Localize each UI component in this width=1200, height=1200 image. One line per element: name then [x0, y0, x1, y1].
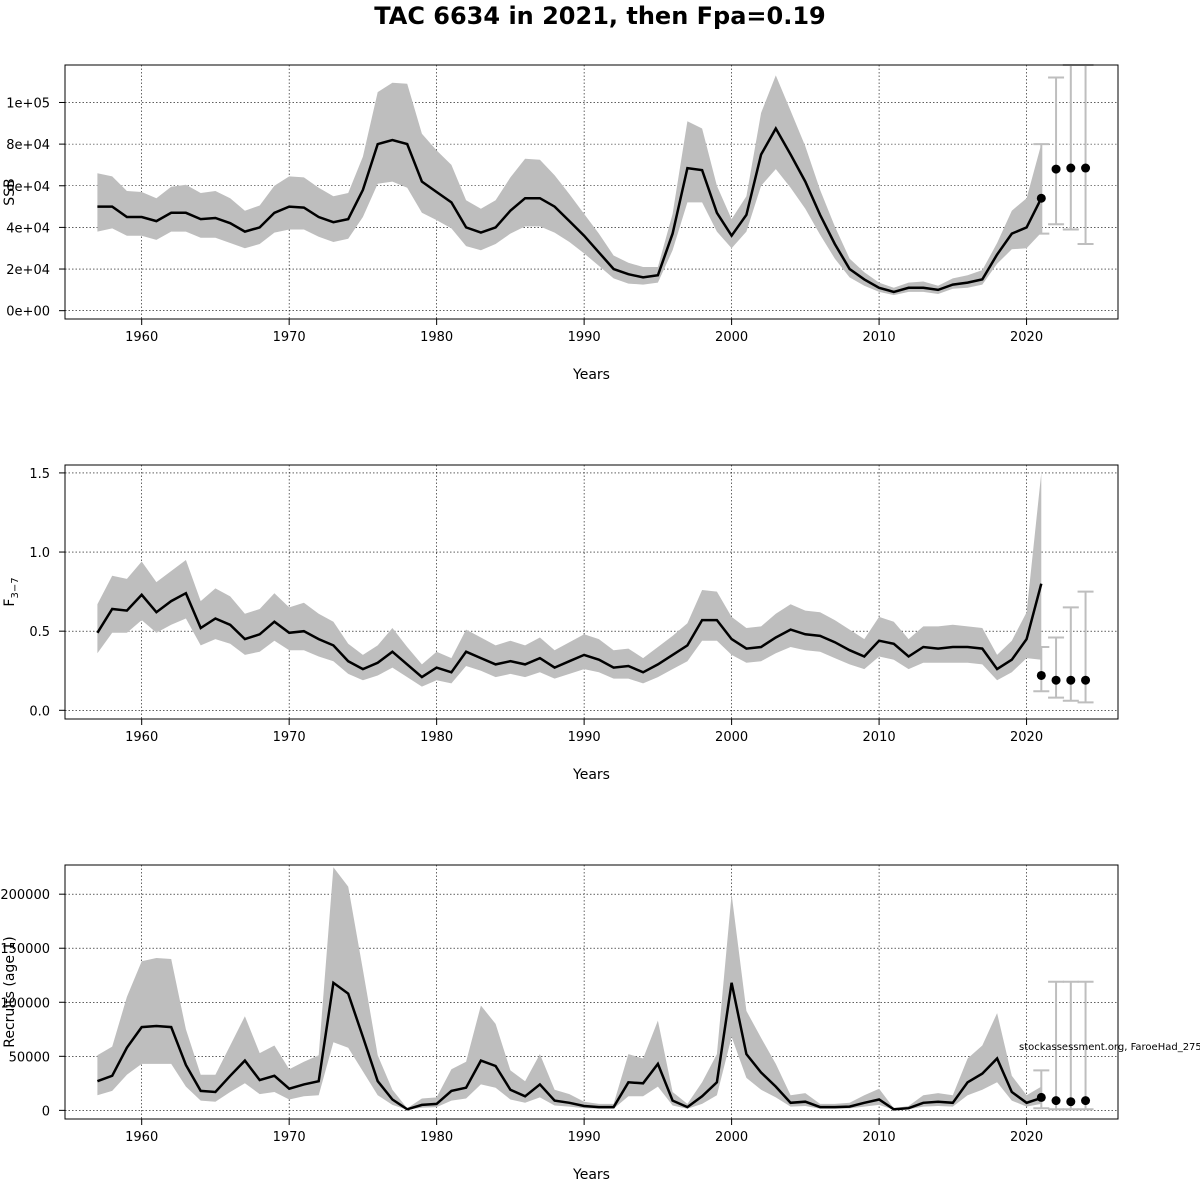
- fbar-y-axis-label: F3−7: [2, 577, 21, 606]
- x-tick-label: 2020: [1010, 730, 1043, 745]
- y-tick-label: 6e+04: [6, 180, 50, 195]
- x-tick-label: 1980: [420, 730, 453, 745]
- fbar-estimate-line: [96, 583, 1043, 679]
- recruits-projection: [1033, 980, 1094, 1111]
- fbar-confidence-band: [97, 472, 1042, 687]
- y-tick-label: 0: [42, 1104, 50, 1119]
- ssb-plot-frame: [64, 64, 1119, 320]
- credit-text: stockassessment.org, FaroeHad_2753: [1019, 1042, 1200, 1053]
- recruits-y-ticks: 0 50000 100000 150000 200000: [0, 888, 65, 1119]
- projection-point: [1036, 1092, 1046, 1102]
- ssb-x-axis-label: Years: [572, 367, 610, 383]
- recruits-x-ticks: 1960 1970 1980 1990 2000 2010 2020: [125, 1119, 1043, 1145]
- recruits-panel: 1960 1970 1980 1990 2000 2010 2020 0 50000 10000…: [0, 864, 1119, 1183]
- projection-point: [1066, 163, 1076, 173]
- projection-point: [1066, 1097, 1076, 1107]
- projection-point: [1036, 193, 1046, 203]
- x-tick-label: 2010: [863, 330, 896, 345]
- y-tick-label: 1.5: [29, 467, 50, 482]
- recruits-confidence-band: [97, 867, 1042, 1110]
- recruits-plot-frame: [64, 864, 1119, 1120]
- y-tick-label: 2e+04: [6, 263, 50, 278]
- y-tick-label: 150000: [0, 942, 50, 957]
- projection-point: [1081, 1096, 1091, 1106]
- y-tick-label: 1.0: [29, 546, 50, 561]
- x-tick-label: 2010: [863, 1130, 896, 1145]
- x-tick-label: 2000: [715, 730, 748, 745]
- x-tick-label: 1970: [273, 730, 306, 745]
- fbar-panel: 1960 1970 1980 1990 2000 2010 2020 0.0 0.5 1.0 1.…: [2, 464, 1119, 783]
- y-tick-label: 8e+04: [6, 138, 50, 153]
- fbar-x-ticks: 1960 1970 1980 1990 2000 2010 2020: [125, 719, 1043, 745]
- fbar-y-axis-letter: F: [2, 599, 18, 607]
- projection-point: [1081, 675, 1091, 685]
- ssb-y-axis-label: SSB: [2, 178, 18, 205]
- y-tick-label: 1e+05: [6, 96, 50, 111]
- x-tick-label: 2000: [715, 1130, 748, 1145]
- fbar-y-ticks: 0.0 0.5 1.0 1.5: [29, 467, 65, 719]
- recruits-y-axis-label: Recruits (age 1): [2, 936, 18, 1048]
- x-tick-label: 1960: [125, 730, 158, 745]
- ssb-y-ticks: 0e+00 2e+04 4e+04 6e+04 8e+04 1e+05: [6, 96, 65, 320]
- fbar-plot-frame: [64, 464, 1119, 720]
- ssb-confidence-band: [97, 75, 1042, 296]
- fbar-projection: [1033, 590, 1094, 704]
- x-tick-label: 2000: [715, 330, 748, 345]
- chart-title: TAC 6634 in 2021, then Fpa=0.19: [374, 2, 826, 30]
- x-tick-label: 1990: [568, 1130, 601, 1145]
- ssb-projection: [1033, 64, 1094, 246]
- y-tick-label: 200000: [0, 888, 50, 903]
- projection-point: [1051, 164, 1061, 174]
- y-tick-label: 4e+04: [6, 221, 50, 236]
- y-tick-label: 0.5: [29, 625, 50, 640]
- x-tick-label: 1970: [273, 330, 306, 345]
- x-tick-label: 1970: [273, 1130, 306, 1145]
- ssb-x-ticks: 1960 1970 1980 1990 2000 2010 2020: [125, 319, 1043, 345]
- projection-point: [1081, 163, 1091, 173]
- y-tick-label: 0e+00: [6, 305, 50, 320]
- projection-point: [1066, 675, 1076, 685]
- fbar-gridlines: [65, 465, 1118, 719]
- y-tick-label: 100000: [0, 996, 50, 1011]
- y-tick-label: 0.0: [29, 704, 50, 719]
- projection-point: [1051, 1096, 1061, 1106]
- ssb-estimate-line: [97, 125, 1043, 294]
- x-tick-label: 1960: [125, 330, 158, 345]
- x-tick-label: 1960: [125, 1130, 158, 1145]
- projection-point: [1051, 675, 1061, 685]
- x-tick-label: 1980: [420, 330, 453, 345]
- fbar-x-axis-label: Years: [572, 767, 610, 783]
- fbar-y-axis-subscript: 3−7: [10, 577, 21, 598]
- recruits-x-axis-label: Years: [572, 1167, 610, 1183]
- x-tick-label: 1990: [568, 730, 601, 745]
- x-tick-label: 1980: [420, 1130, 453, 1145]
- recruits-estimate-line: [96, 980, 1042, 1111]
- projection-point: [1036, 670, 1046, 680]
- x-tick-label: 2020: [1010, 330, 1043, 345]
- ssb-panel: 1960 1970 1980 1990 2000 2010 2020 0e+00 2e+04 4…: [2, 64, 1119, 383]
- x-tick-label: 2010: [863, 730, 896, 745]
- x-tick-label: 1990: [568, 330, 601, 345]
- x-tick-label: 2020: [1010, 1130, 1043, 1145]
- y-tick-label: 50000: [9, 1050, 50, 1065]
